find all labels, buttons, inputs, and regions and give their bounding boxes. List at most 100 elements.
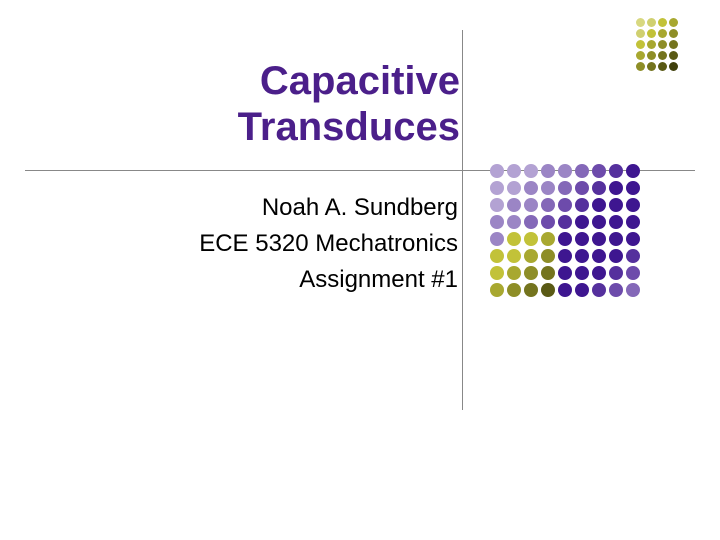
dot-icon [658,40,667,49]
dot-icon [647,18,656,27]
dot-icon [592,232,606,246]
title-line-2: Transduces [238,104,460,150]
dot-icon [558,232,572,246]
dot-icon [541,164,555,178]
dot-icon [558,198,572,212]
slide: Capacitive Transduces Noah A. Sundberg E… [0,0,720,540]
dot-icon [626,283,640,297]
dot-icon [575,232,589,246]
dot-grid-1 [636,18,678,71]
dot-grid-0 [490,164,640,297]
dot-icon [609,249,623,263]
dot-icon [609,181,623,195]
dot-icon [524,283,538,297]
dot-icon [592,266,606,280]
dot-icon [507,215,521,229]
dot-icon [647,62,656,71]
dot-icon [490,198,504,212]
dot-icon [658,29,667,38]
dot-icon [636,51,645,60]
dot-icon [524,232,538,246]
dot-icon [609,266,623,280]
dot-icon [592,181,606,195]
dot-icon [609,215,623,229]
dot-icon [647,40,656,49]
dot-icon [575,198,589,212]
dot-icon [575,249,589,263]
dot-icon [558,283,572,297]
dot-icon [658,18,667,27]
subtitle-block: Noah A. Sundberg ECE 5320 Mechatronics A… [199,190,458,298]
dot-icon [558,249,572,263]
dot-icon [626,249,640,263]
title-block: Capacitive Transduces [238,58,460,150]
dot-icon [490,232,504,246]
dot-icon [490,164,504,178]
dot-icon [669,51,678,60]
dot-icon [507,232,521,246]
dot-icon [592,198,606,212]
dot-icon [636,40,645,49]
dot-icon [626,215,640,229]
dot-icon [541,283,555,297]
dot-icon [669,62,678,71]
dot-icon [575,181,589,195]
dot-icon [647,29,656,38]
dot-icon [636,62,645,71]
dot-icon [669,40,678,49]
dot-icon [592,164,606,178]
dot-icon [507,198,521,212]
dot-icon [575,215,589,229]
dot-icon [490,249,504,263]
dot-icon [558,181,572,195]
dot-icon [524,266,538,280]
dot-icon [507,283,521,297]
dot-icon [541,249,555,263]
dot-icon [541,232,555,246]
dot-icon [524,215,538,229]
dot-icon [575,283,589,297]
dot-icon [507,181,521,195]
dot-icon [490,181,504,195]
dot-icon [524,181,538,195]
dot-icon [507,164,521,178]
dot-icon [647,51,656,60]
subtitle-assignment: Assignment #1 [199,262,458,298]
dot-icon [575,266,589,280]
vertical-divider [462,30,463,410]
dot-icon [592,249,606,263]
dot-icon [541,266,555,280]
dot-icon [541,215,555,229]
dot-icon [558,266,572,280]
dot-icon [490,215,504,229]
subtitle-course: ECE 5320 Mechatronics [199,226,458,262]
dot-icon [575,164,589,178]
subtitle-author: Noah A. Sundberg [199,190,458,226]
dot-icon [558,164,572,178]
dot-icon [609,164,623,178]
dot-icon [658,51,667,60]
dot-icon [636,18,645,27]
dot-icon [524,249,538,263]
dot-icon [524,164,538,178]
dot-icon [626,198,640,212]
dot-icon [541,181,555,195]
dot-icon [507,249,521,263]
dot-icon [524,198,538,212]
dot-icon [541,198,555,212]
dot-icon [490,283,504,297]
dot-icon [636,29,645,38]
dot-icon [669,29,678,38]
dot-icon [609,198,623,212]
dot-icon [490,266,504,280]
dot-icon [609,232,623,246]
dot-icon [592,215,606,229]
dot-icon [609,283,623,297]
dot-icon [507,266,521,280]
dot-icon [592,283,606,297]
dot-icon [658,62,667,71]
title-line-1: Capacitive [238,58,460,104]
dot-icon [626,266,640,280]
dot-icon [626,164,640,178]
dot-icon [558,215,572,229]
